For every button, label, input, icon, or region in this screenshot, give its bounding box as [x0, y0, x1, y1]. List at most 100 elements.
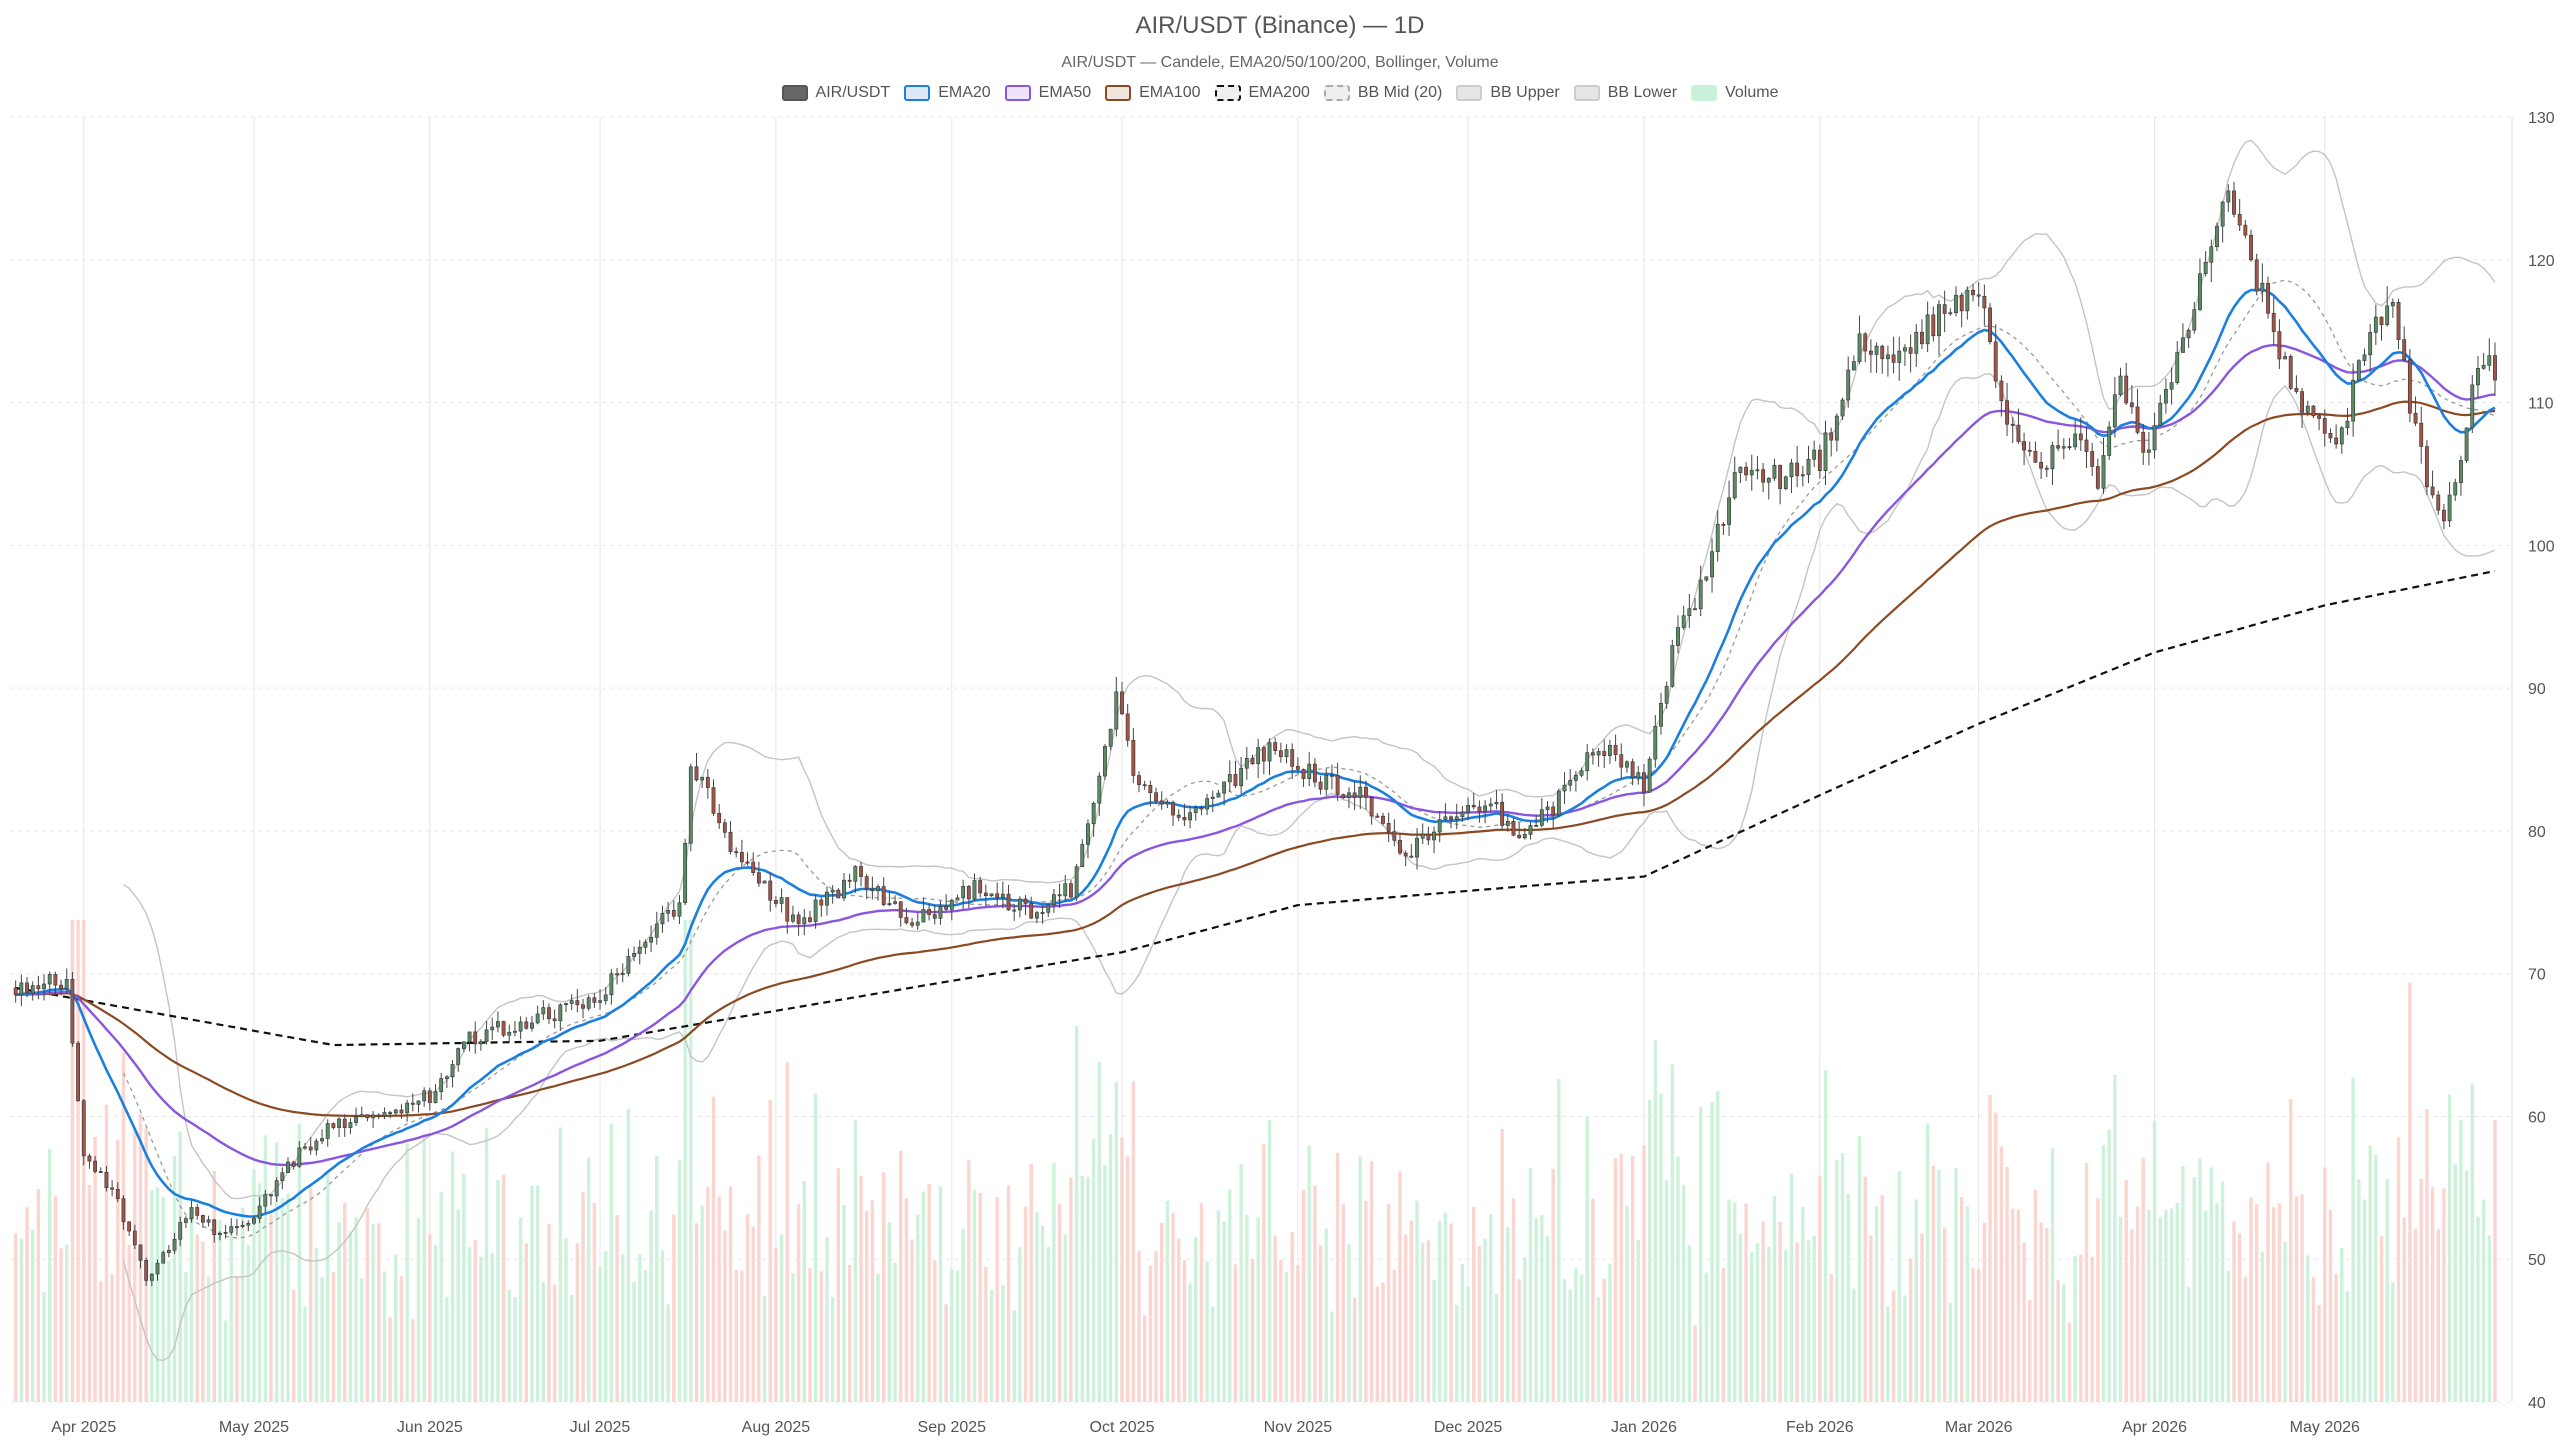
volume-bar: [1937, 1169, 1941, 1402]
volume-bar: [1228, 1189, 1232, 1402]
candle-body: [2464, 427, 2469, 461]
volume-bar: [1460, 1263, 1465, 1402]
legend-item[interactable]: BB Upper: [1456, 84, 1560, 102]
volume-bar: [2340, 1247, 2344, 1402]
candle-body: [2243, 224, 2248, 236]
volume-bar: [1591, 1198, 1595, 1402]
volume-bar: [910, 1239, 914, 1402]
candle-body: [1630, 761, 1635, 779]
volume-bar: [1131, 1081, 1136, 1402]
volume-bar: [1086, 1176, 1090, 1402]
volume-bar: [1585, 1116, 1589, 1402]
candle-body: [1017, 898, 1022, 911]
candle-body: [1823, 432, 1828, 472]
volume-bar: [371, 1223, 375, 1402]
ema200-line: [15, 569, 2496, 1047]
candle-body: [535, 1013, 540, 1024]
candle-body: [286, 1161, 290, 1173]
candle-body: [1097, 775, 1102, 804]
volume-bar: [2289, 1099, 2293, 1402]
candle-body: [654, 923, 659, 938]
volume-bar: [870, 1200, 875, 1402]
volume-bar: [1619, 1153, 1623, 1402]
candle-body: [93, 1160, 98, 1172]
volume-bar: [348, 1231, 353, 1402]
candle-body: [1466, 804, 1470, 813]
volume-bar: [1114, 1082, 1119, 1402]
candle-body: [399, 1109, 404, 1114]
candle-body: [2407, 359, 2412, 414]
candle-body: [280, 1172, 285, 1181]
legend-item[interactable]: EMA50: [1004, 84, 1091, 102]
candle-body: [195, 1207, 200, 1216]
volume-bar: [1290, 1232, 1294, 1402]
volume-bar: [1199, 1203, 1204, 1402]
volume-bar: [507, 1289, 511, 1402]
candle-body: [2396, 302, 2401, 340]
candle-body: [637, 947, 642, 954]
candle-body: [1091, 802, 1096, 825]
volume-bar: [308, 1184, 313, 1402]
volume-bar: [178, 1131, 182, 1402]
volume-bar: [1835, 1160, 1839, 1402]
candle-body: [1676, 627, 1680, 646]
volume-bar: [1948, 1302, 1953, 1402]
candle-body: [2390, 302, 2395, 307]
candle-body: [1244, 757, 1249, 769]
volume-bar: [2306, 1255, 2310, 1402]
candle-body: [1528, 825, 1533, 835]
candle-body: [989, 893, 994, 897]
volume-bar: [30, 1229, 35, 1402]
candle-body: [1993, 341, 1998, 382]
legend-item[interactable]: AIR/USDT: [781, 84, 890, 102]
volume-bar: [1069, 1177, 1073, 1402]
volume-bar: [2487, 1235, 2492, 1402]
candle-body: [1778, 464, 1783, 489]
volume-bar: [2481, 1199, 2486, 1402]
legend-item[interactable]: BB Mid (20): [1323, 84, 1442, 102]
candle-body: [2436, 494, 2441, 511]
candle-body: [1834, 415, 1839, 441]
volume-bar: [1557, 1079, 1561, 1402]
volume-bar: [291, 1289, 296, 1402]
candle-body: [1392, 831, 1397, 841]
candle-body: [1710, 551, 1714, 578]
candle-body: [371, 1114, 376, 1119]
volume-bar: [150, 1190, 154, 1402]
legend-item[interactable]: EMA200: [1214, 84, 1310, 102]
legend-item[interactable]: BB Lower: [1573, 84, 1677, 102]
legend-item[interactable]: EMA20: [904, 84, 991, 102]
candle-body: [1335, 774, 1340, 795]
candle-body: [2277, 331, 2282, 360]
candle-body: [2334, 437, 2339, 445]
volume-bar: [2260, 1251, 2265, 1402]
volume-bar: [422, 1134, 426, 1402]
candle-body: [1619, 754, 1624, 768]
volume-bar: [1262, 1144, 1266, 1402]
candle-body: [864, 876, 869, 890]
candle-body: [2413, 412, 2418, 424]
candle-body: [427, 1090, 432, 1103]
volume-bar: [382, 1271, 387, 1402]
candle-body: [1942, 304, 1947, 314]
candle-body: [711, 787, 716, 814]
legend-swatch: [1691, 85, 1718, 101]
legend-swatch: [1004, 85, 1031, 101]
ema-lines: [15, 288, 2496, 1218]
volume-bar: [694, 1223, 699, 1402]
volume-bar: [2107, 1129, 2111, 1402]
candle-body: [1120, 691, 1124, 715]
legend-item[interactable]: Volume: [1691, 84, 1778, 102]
candle-body: [2424, 446, 2429, 488]
x-tick-label: Apr 2025: [51, 1419, 116, 1436]
candle-body: [161, 1252, 166, 1264]
candle-body: [42, 983, 46, 990]
candle-body: [1863, 333, 1868, 352]
legend-item[interactable]: EMA100: [1105, 84, 1201, 102]
volume-bar: [791, 1273, 795, 1402]
volume-bar: [116, 1139, 120, 1402]
bb-upper-line: [123, 139, 2496, 1200]
candle-body: [1415, 837, 1419, 858]
candle-body: [2237, 213, 2242, 226]
